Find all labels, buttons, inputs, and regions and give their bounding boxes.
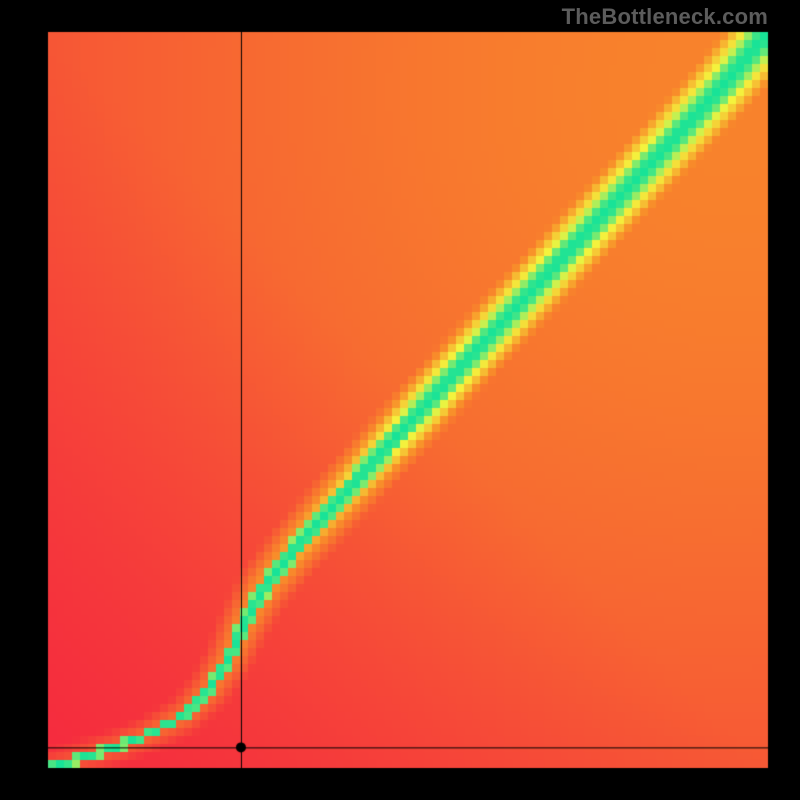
watermark-text: TheBottleneck.com: [562, 4, 768, 30]
bottleneck-heatmap: [0, 0, 800, 800]
chart-container: TheBottleneck.com: [0, 0, 800, 800]
